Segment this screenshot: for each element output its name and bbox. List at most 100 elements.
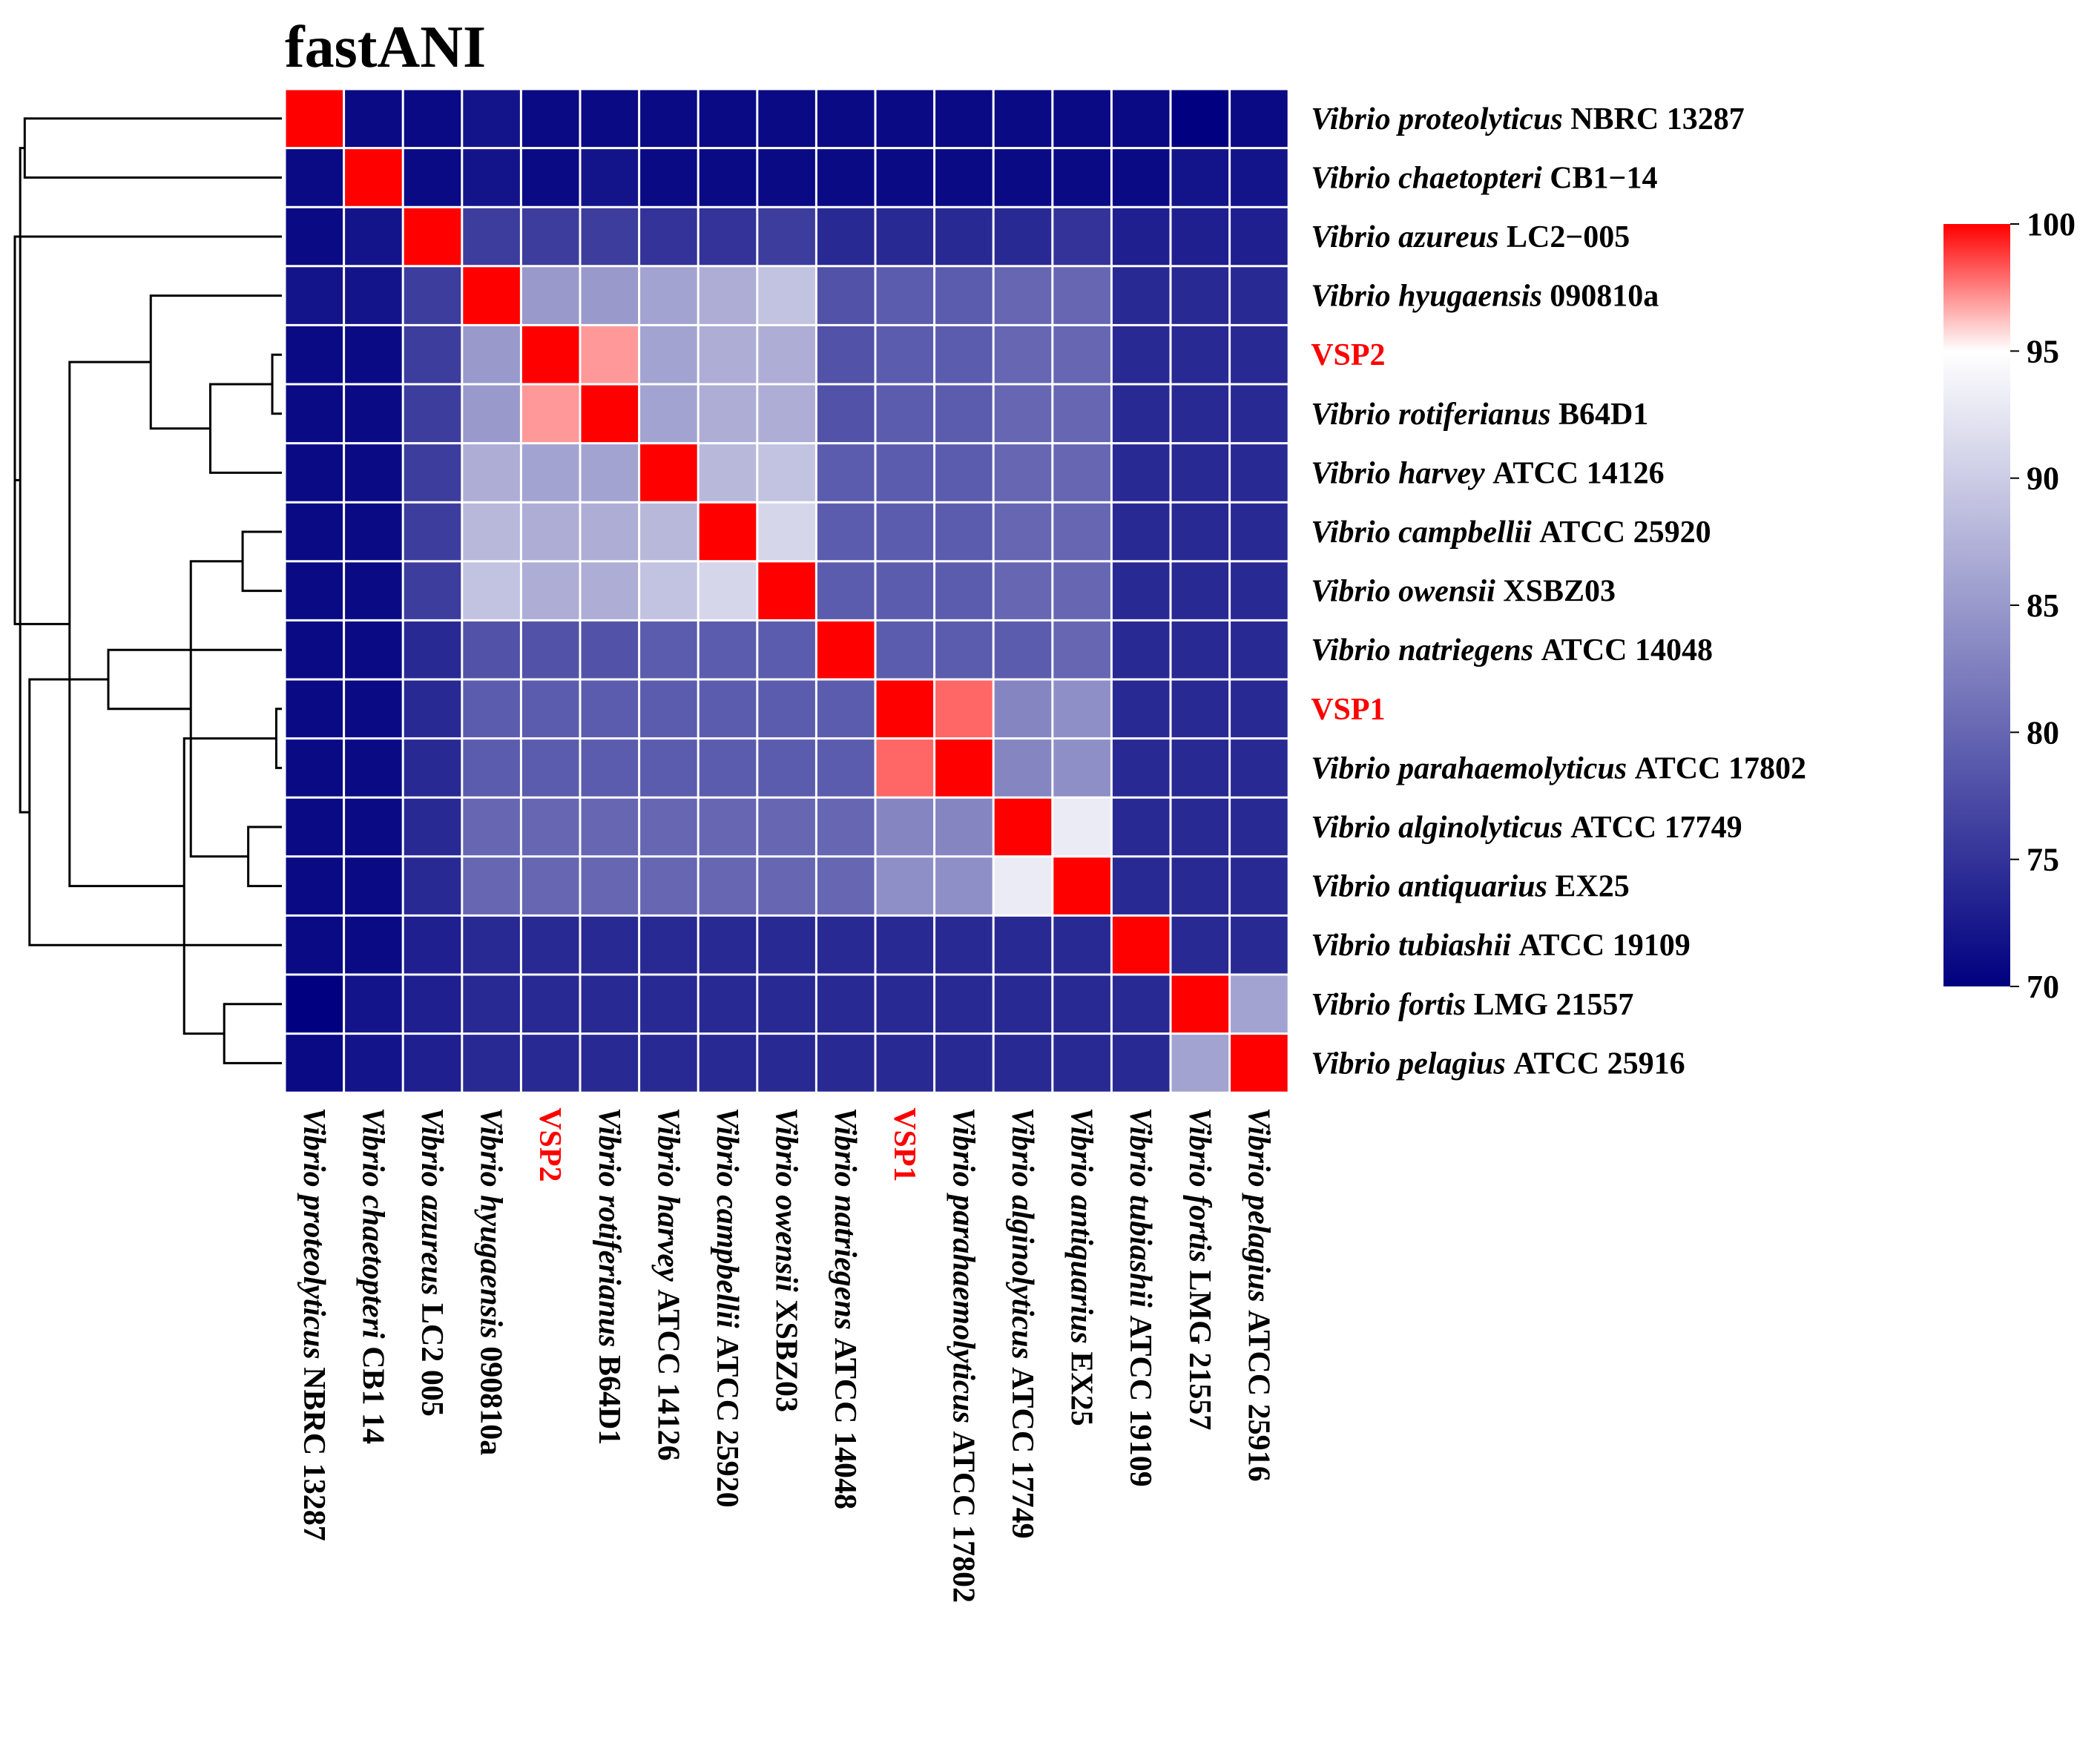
row-label: Vibrio rotiferianus B64D1: [1311, 398, 1648, 432]
heatmap-cell: [698, 975, 757, 1034]
heatmap-cell: [403, 266, 462, 326]
heatmap-cell: [580, 975, 639, 1034]
column-label-strain: LMG 21557: [1182, 1271, 1217, 1431]
heatmap-cell: [1052, 148, 1112, 208]
row-label-species: Vibrio owensii: [1311, 575, 1503, 609]
column-label-species: Vibrio chaetopteri: [355, 1107, 389, 1346]
row-label-species: Vibrio proteolyticus: [1311, 102, 1570, 136]
heatmap-cell: [875, 89, 935, 148]
heatmap-cell: [1052, 325, 1112, 384]
heatmap-cell: [580, 148, 639, 208]
heatmap-cell: [698, 1033, 757, 1093]
heatmap-cell: [580, 797, 639, 857]
column-label-strain: ATCC 14126: [651, 1289, 685, 1460]
heatmap-cell: [698, 679, 757, 739]
heatmap-cell: [1111, 679, 1171, 739]
column-label-species: Vibrio parahaemolyticus: [946, 1107, 980, 1431]
heatmap-cell: [934, 443, 994, 503]
column-label-species: Vibrio rotiferianus: [592, 1107, 626, 1355]
row-label-species: Vibrio alginolyticus: [1311, 811, 1570, 845]
heatmap-cell: [285, 797, 344, 857]
heatmap-cell: [816, 266, 875, 326]
row-label-strain: ATCC 17749: [1570, 811, 1742, 845]
heatmap-cell: [343, 148, 404, 208]
heatmap-cell: [1111, 325, 1171, 384]
heatmap-cell: [1111, 738, 1171, 798]
row-label-species: Vibrio parahaemolyticus: [1311, 751, 1634, 785]
column-label-species: Vibrio proteolyticus: [297, 1107, 331, 1367]
heatmap-cell: [461, 915, 521, 975]
legend-tick-label: 95: [2027, 333, 2059, 369]
heatmap-cell: [934, 856, 994, 916]
heatmap-cell: [343, 89, 404, 148]
heatmap-cell: [521, 856, 580, 916]
heatmap-cell: [461, 207, 521, 266]
heatmap-cell: [1229, 502, 1289, 561]
row-label-species: Vibrio natriegens: [1311, 633, 1541, 668]
heatmap-cell: [639, 266, 699, 326]
dendrogram-branch: [223, 1003, 282, 1064]
heatmap-cell: [580, 384, 639, 444]
heatmap-cell: [1111, 856, 1171, 916]
heatmap-cell: [1229, 679, 1289, 739]
heatmap-cell: [1052, 207, 1112, 266]
heatmap-cell: [698, 915, 757, 975]
heatmap-cell: [816, 207, 875, 266]
row-label: Vibrio fortis LMG 21557: [1311, 988, 1633, 1022]
heatmap-cell: [521, 443, 580, 503]
column-label-species: Vibrio azureus: [415, 1107, 449, 1303]
row-label: Vibrio harvey ATCC 14126: [1311, 456, 1664, 490]
column-label: Vibrio fortis LMG 21557: [1182, 1107, 1217, 1430]
heatmap-cell: [1052, 856, 1112, 916]
heatmap-cell: [461, 384, 521, 444]
row-dendrogram: [13, 117, 282, 1064]
heatmap-cell: [993, 443, 1053, 503]
heatmap-cell: [698, 561, 757, 621]
heatmap-cell: [816, 502, 875, 561]
heatmap-cell: [993, 148, 1053, 208]
heatmap-cell: [1171, 207, 1230, 266]
heatmap-cell: [993, 266, 1053, 326]
row-labels: Vibrio proteolyticus NBRC 13287 Vibrio ch…: [1311, 102, 1806, 1081]
row-label: Vibrio antiquarius EX25: [1311, 870, 1630, 904]
heatmap-cell: [580, 266, 639, 326]
heatmap-cell: [1171, 266, 1230, 326]
heatmap-cell: [757, 915, 817, 975]
heatmap-cell: [875, 915, 935, 975]
heatmap-cell: [403, 384, 462, 444]
column-label-strain: CB1 14: [355, 1346, 389, 1444]
column-label: VSP2: [533, 1107, 567, 1182]
heatmap-cell: [1229, 325, 1289, 384]
heatmap-cell: [1229, 207, 1289, 266]
heatmap-cell: [1111, 1033, 1171, 1093]
heatmap-cell: [285, 89, 344, 148]
row-label-strain: ATCC 14126: [1492, 456, 1664, 490]
column-label-strain: ATCC 19109: [1123, 1315, 1157, 1486]
column-label-species: Vibrio fortis: [1182, 1107, 1217, 1270]
heatmap-cell: [521, 384, 580, 444]
heatmap-cell: [934, 148, 994, 208]
row-label: Vibrio proteolyticus NBRC 13287: [1311, 102, 1745, 136]
heatmap-cell: [698, 89, 757, 148]
heatmap-cell: [403, 915, 462, 975]
heatmap-cell: [403, 148, 462, 208]
heatmap-cell: [580, 915, 639, 975]
column-label-species: Vibrio hyugaensis: [474, 1107, 508, 1346]
row-label-species: Vibrio fortis: [1311, 988, 1473, 1022]
heatmap-cell: [934, 325, 994, 384]
heatmap-cell: [461, 620, 521, 679]
row-label-species: Vibrio pelagius: [1311, 1047, 1513, 1081]
heatmap-cell: [1111, 384, 1171, 444]
heatmap-cell: [1111, 207, 1171, 266]
heatmap-cell: [757, 89, 817, 148]
heatmap-cell: [934, 207, 994, 266]
heatmap-cell: [1111, 975, 1171, 1034]
column-label: Vibrio pelagius ATCC 25916: [1241, 1107, 1275, 1481]
row-label: Vibrio parahaemolyticus ATCC 17802: [1311, 751, 1806, 785]
heatmap-cell: [816, 797, 875, 857]
heatmap-cell: [757, 148, 817, 208]
heatmap-cells: [285, 89, 1289, 1093]
row-label: Vibrio owensii XSBZ03: [1311, 575, 1616, 609]
heatmap-cell: [934, 384, 994, 444]
